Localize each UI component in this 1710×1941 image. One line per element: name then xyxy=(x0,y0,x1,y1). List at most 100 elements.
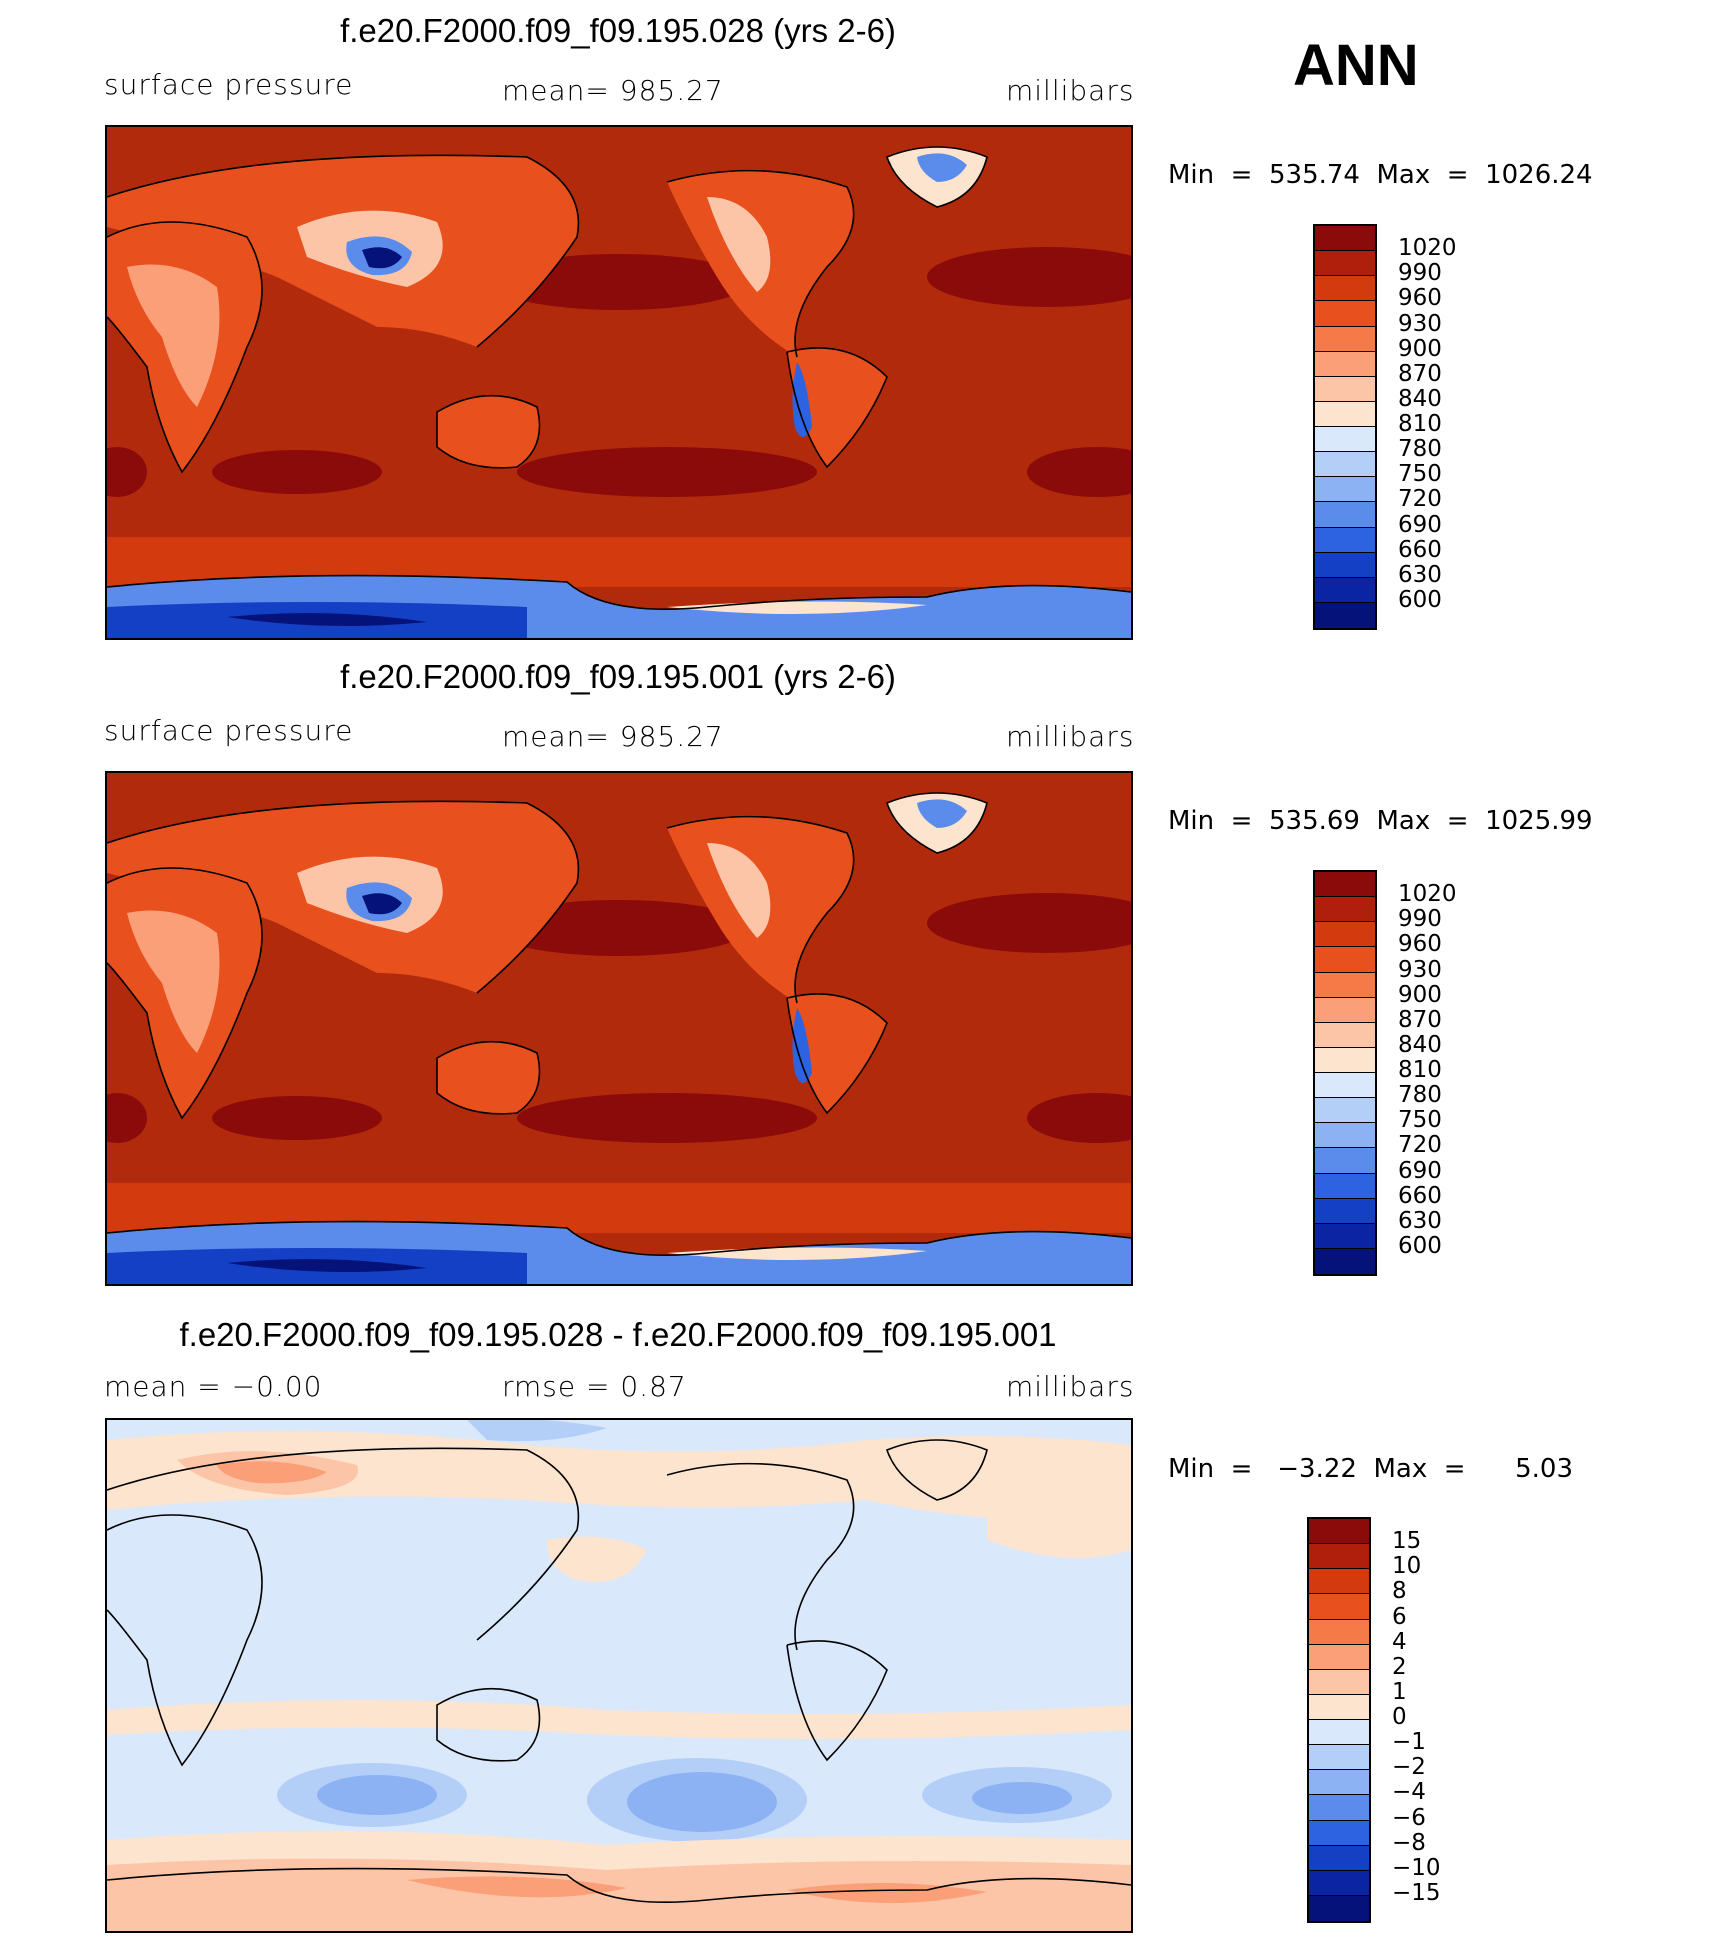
panel-2-colorbar-labels: 1020 990 960 930 900 870 840 810 780 750 720 690 660… xyxy=(1398,870,1518,1272)
colorbar-swatch xyxy=(1309,1569,1369,1595)
colorbar-swatch xyxy=(1315,1098,1375,1124)
panel-1-colorbar-labels: 1020 990 960 930 900 870 840 810 780 750 720 690 660… xyxy=(1398,224,1518,626)
colorbar-swatch xyxy=(1309,1619,1369,1645)
colorbar-level-label: 720 xyxy=(1398,1132,1442,1159)
colorbar-level-label: 930 xyxy=(1398,956,1442,983)
colorbar-level-label: 6 xyxy=(1392,1603,1407,1630)
panel-3-mean-label: mean = −0.00 xyxy=(104,1370,323,1403)
colorbar-swatch xyxy=(1309,1544,1369,1570)
colorbar-swatch xyxy=(1309,1720,1369,1746)
colorbar-level-label: 660 xyxy=(1398,536,1442,563)
colorbar-level-label: 870 xyxy=(1398,1006,1442,1033)
colorbar-swatch xyxy=(1315,897,1375,923)
colorbar-level-label: 900 xyxy=(1398,335,1442,362)
panel-3-title: f.e20.F2000.f09_f09.195.028 - f.e20.F200… xyxy=(179,1316,1057,1353)
panel-2-map xyxy=(105,771,1133,1286)
colorbar-swatch xyxy=(1315,1073,1375,1099)
colorbar-level-label: −15 xyxy=(1392,1879,1441,1906)
colorbar-level-label: 810 xyxy=(1398,1057,1442,1083)
colorbar-level-label: 690 xyxy=(1398,511,1442,538)
colorbar-swatch xyxy=(1315,602,1375,628)
colorbar-level-label: 1 xyxy=(1392,1678,1407,1705)
panel-2-mean-label: mean= 985.27 xyxy=(502,720,724,753)
panel-1-mean-label: mean= 985.27 xyxy=(502,74,724,107)
colorbar-level-label: 960 xyxy=(1398,285,1442,312)
colorbar-level-label: 930 xyxy=(1398,310,1442,337)
panel-2-variable-label: surface pressure xyxy=(104,714,354,747)
colorbar-swatch xyxy=(1315,1248,1375,1274)
colorbar-level-label: 780 xyxy=(1398,436,1442,463)
panel-1-min-max: Min = 535.74 Max = 1026.24 xyxy=(1168,160,1593,190)
colorbar-level-label: 990 xyxy=(1398,260,1442,287)
panel-1-variable-label: surface pressure xyxy=(104,68,354,101)
panel-1-map xyxy=(105,125,1133,640)
colorbar-swatch xyxy=(1315,872,1375,898)
colorbar-swatch xyxy=(1315,552,1375,578)
colorbar-swatch xyxy=(1315,1148,1375,1174)
panel-3-min-max: Min = −3.22 Max = 5.03 xyxy=(1168,1454,1573,1484)
colorbar-swatch xyxy=(1309,1895,1369,1921)
colorbar-swatch xyxy=(1309,1845,1369,1871)
colorbar-swatch xyxy=(1315,1047,1375,1073)
colorbar-swatch xyxy=(1315,226,1375,252)
season-label: ANN xyxy=(1293,33,1419,98)
panel-3-colorbar xyxy=(1307,1517,1371,1923)
colorbar-level-label: 840 xyxy=(1398,385,1442,412)
colorbar-level-label: 2 xyxy=(1392,1653,1407,1680)
colorbar-swatch xyxy=(1309,1644,1369,1670)
colorbar-swatch xyxy=(1315,1173,1375,1199)
colorbar-swatch xyxy=(1309,1770,1369,1796)
colorbar-swatch xyxy=(1315,376,1375,402)
colorbar-level-label: 780 xyxy=(1398,1082,1442,1109)
colorbar-level-label: 660 xyxy=(1398,1182,1442,1209)
panel-1-colorbar xyxy=(1313,224,1377,630)
colorbar-swatch xyxy=(1315,997,1375,1023)
colorbar-level-label: −10 xyxy=(1392,1854,1441,1881)
colorbar-level-label: 750 xyxy=(1398,1107,1442,1134)
panel-3-rmse-label: rmse = 0.87 xyxy=(502,1370,687,1403)
colorbar-level-label: 690 xyxy=(1398,1157,1442,1184)
colorbar-swatch xyxy=(1315,401,1375,427)
panel-2-units-label: millibars xyxy=(1006,720,1135,753)
colorbar-level-label: 8 xyxy=(1392,1578,1407,1605)
panel-1-units-label: millibars xyxy=(1006,74,1135,107)
colorbar-swatch xyxy=(1315,351,1375,377)
colorbar-swatch xyxy=(1315,251,1375,277)
colorbar-swatch xyxy=(1315,326,1375,352)
colorbar-swatch xyxy=(1309,1745,1369,1771)
colorbar-level-label: 960 xyxy=(1398,931,1442,958)
panel-3-map xyxy=(105,1418,1133,1933)
panel-2-colorbar xyxy=(1313,870,1377,1276)
colorbar-swatch xyxy=(1315,922,1375,948)
colorbar-swatch xyxy=(1315,427,1375,453)
colorbar-level-label: −2 xyxy=(1392,1754,1426,1781)
colorbar-level-label: −8 xyxy=(1392,1829,1426,1856)
colorbar-level-label: 600 xyxy=(1398,1232,1442,1259)
colorbar-swatch xyxy=(1315,527,1375,553)
colorbar-swatch xyxy=(1315,1022,1375,1048)
colorbar-level-label: 900 xyxy=(1398,981,1442,1008)
colorbar-level-label: 10 xyxy=(1392,1553,1422,1580)
colorbar-swatch xyxy=(1315,577,1375,603)
panel-1-title: f.e20.F2000.f09_f09.195.028 (yrs 2-6) xyxy=(340,12,896,49)
colorbar-level-label: 600 xyxy=(1398,586,1442,613)
panel-3-units-label: millibars xyxy=(1006,1370,1135,1403)
colorbar-swatch xyxy=(1309,1795,1369,1821)
colorbar-level-label: −1 xyxy=(1392,1729,1426,1756)
colorbar-swatch xyxy=(1309,1669,1369,1695)
colorbar-swatch xyxy=(1315,276,1375,302)
colorbar-swatch xyxy=(1315,947,1375,973)
colorbar-swatch xyxy=(1315,502,1375,528)
colorbar-level-label: −6 xyxy=(1392,1804,1426,1831)
colorbar-level-label: 4 xyxy=(1392,1628,1407,1655)
colorbar-swatch xyxy=(1309,1519,1369,1545)
colorbar-level-label: 1020 xyxy=(1398,881,1457,908)
colorbar-level-label: 990 xyxy=(1398,906,1442,933)
colorbar-swatch xyxy=(1309,1694,1369,1720)
colorbar-level-label: 630 xyxy=(1398,1207,1442,1234)
colorbar-level-label: 810 xyxy=(1398,411,1442,437)
colorbar-swatch xyxy=(1315,452,1375,478)
panel-3-colorbar-labels: 15 10 8 6 4 2 1 0 −1 −2 −4 −6 −8 −10 −15 xyxy=(1392,1517,1512,1919)
colorbar-swatch xyxy=(1315,477,1375,503)
colorbar-swatch xyxy=(1309,1870,1369,1896)
